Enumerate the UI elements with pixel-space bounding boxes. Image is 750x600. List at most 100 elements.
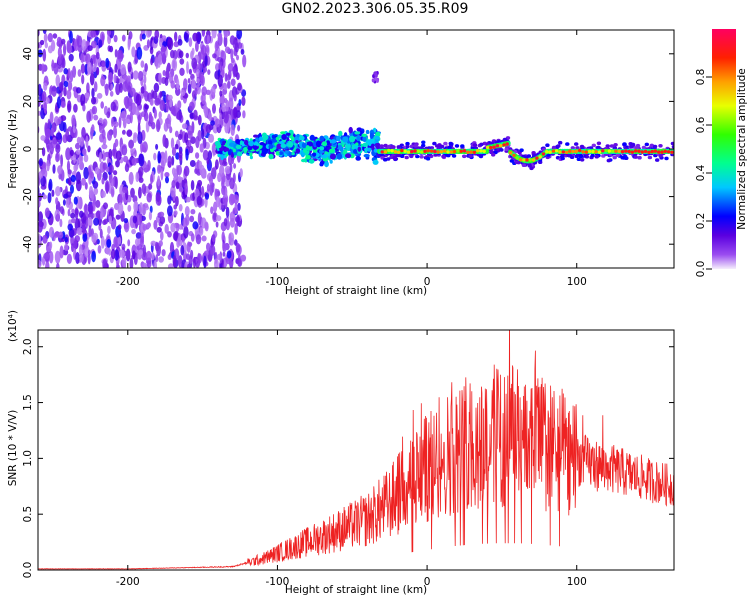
- spectrogram-cell: [130, 187, 135, 198]
- spectrogram-cell: [342, 136, 349, 143]
- spectrogram-cell: [199, 227, 204, 236]
- spectrogram-cell: [336, 135, 341, 142]
- spectrogram-cell: [423, 149, 427, 153]
- spectrogram-cell: [647, 150, 651, 154]
- spectrogram-cell: [161, 35, 167, 41]
- spectrogram-cell: [149, 98, 153, 105]
- spectrogram-cell: [330, 139, 337, 144]
- x-tick-label: -200: [116, 576, 140, 588]
- spectrogram-cell: [130, 87, 136, 97]
- spectrogram-cell: [356, 134, 361, 142]
- spectrogram-cell: [77, 69, 82, 77]
- spectrogram-cell: [144, 104, 149, 110]
- spectrogram-cell: [658, 144, 663, 148]
- spectrogram-cell: [158, 256, 165, 263]
- spectrogram-cell: [83, 154, 89, 163]
- spectrogram-cell: [110, 186, 115, 198]
- spectrogram-cell: [326, 140, 331, 146]
- spectrogram-cell: [133, 200, 139, 213]
- spectrogram-cell: [136, 46, 143, 60]
- spectrogram-cell: [526, 154, 532, 158]
- spectrogram-cell: [518, 158, 523, 162]
- spectrogram-cell: [329, 159, 333, 164]
- spectrogram-cell: [295, 140, 299, 144]
- spectrogram-cell: [230, 194, 236, 204]
- spectrogram-cell: [308, 159, 315, 164]
- spectrogram-cell: [42, 48, 47, 62]
- spectrogram-cell: [371, 143, 375, 147]
- spectrogram-cell: [224, 165, 231, 175]
- spectrogram-cell: [201, 86, 207, 96]
- spectrogram-cell: [236, 214, 240, 227]
- spectrogram-cell: [278, 151, 284, 156]
- spectrogram-cell: [180, 245, 185, 256]
- spectrogram-cell: [409, 154, 414, 159]
- spectrogram-cell: [123, 155, 129, 163]
- spectrogram-cell: [66, 253, 72, 264]
- spectrogram-cell: [268, 153, 274, 160]
- spectrogram-cell: [579, 144, 585, 149]
- spectrogram-cell: [392, 156, 397, 160]
- spectrogram-cell: [240, 48, 245, 55]
- spectrogram-cell: [159, 91, 163, 98]
- spectrogram-cell: [149, 115, 154, 123]
- spectrogram-cell: [154, 97, 161, 106]
- spectrogram-cell: [125, 118, 131, 124]
- spectrogram-cell: [436, 150, 440, 154]
- spectrogram-cell: [200, 47, 205, 60]
- spectrogram-cell: [87, 249, 91, 256]
- spectrogram-cell: [113, 73, 117, 84]
- spectrogram-cell: [208, 133, 215, 143]
- spectrogram-cell: [620, 155, 625, 160]
- spectrogram-cell: [489, 150, 494, 154]
- spectrogram-cell: [239, 168, 243, 178]
- spectrogram-cell: [46, 160, 50, 172]
- spectrogram-cell: [171, 155, 175, 166]
- spectrogram-cell: [141, 183, 147, 195]
- spectrogram-cell: [190, 209, 196, 215]
- spectrogram-cell: [90, 191, 95, 201]
- spectrogram-cell: [205, 124, 212, 134]
- spectrogram-cell: [132, 70, 139, 80]
- spectrogram-cell: [127, 38, 131, 51]
- snr-series-line: [38, 330, 674, 570]
- spectrogram-cell: [375, 78, 379, 83]
- spectrogram-cell: [288, 140, 292, 145]
- spectrogram-cell: [157, 164, 161, 174]
- spectrogram-cell: [141, 33, 146, 40]
- spectrogram-cell: [459, 149, 463, 153]
- spectrogram-cell: [191, 57, 198, 70]
- spectrogram-cell: [74, 207, 79, 220]
- spectrogram-cell: [153, 108, 157, 119]
- spectrogram-cell: [171, 147, 177, 156]
- spectrogram-cell: [68, 228, 75, 238]
- spectrogram-cell: [53, 231, 60, 238]
- spectrogram-cell: [175, 223, 180, 232]
- spectrogram-y-label: Frequency (Hz): [7, 109, 19, 188]
- spectrogram-cell: [610, 149, 615, 153]
- spectrogram-cell: [101, 177, 105, 185]
- spectrogram-cell: [195, 41, 199, 52]
- spectrogram-cell: [56, 96, 62, 109]
- snr-y-scale-label: (x10⁴): [7, 310, 19, 342]
- spectrogram-cell: [449, 142, 454, 146]
- spectrogram-cell: [122, 74, 128, 81]
- spectrogram-cell: [502, 143, 506, 147]
- spectrogram-cell: [157, 150, 161, 164]
- spectrogram-cell: [186, 61, 189, 74]
- spectrogram-cell: [101, 60, 106, 68]
- y-tick-label: 1.0: [22, 450, 34, 467]
- colorbar-label: Normalized spectral amplitude: [736, 68, 748, 229]
- spectrogram-cell: [38, 233, 41, 245]
- spectrogram-cell: [157, 175, 161, 187]
- spectrogram-cell: [102, 121, 106, 128]
- spectrogram-cell: [43, 102, 47, 114]
- spectrogram-cell: [38, 211, 43, 223]
- spectrogram-cell: [454, 144, 460, 148]
- spectrogram-cell: [119, 82, 123, 93]
- spectrogram-cell: [38, 259, 42, 268]
- spectrogram-cell: [178, 50, 184, 59]
- spectrogram-cell: [52, 33, 58, 39]
- spectrogram-cell: [105, 57, 110, 69]
